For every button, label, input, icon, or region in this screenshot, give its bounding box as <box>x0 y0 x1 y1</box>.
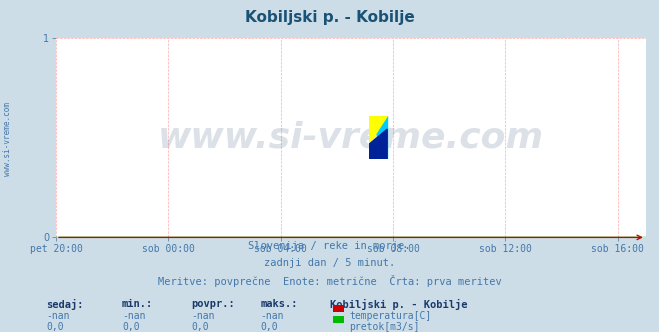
Text: sedaj:: sedaj: <box>46 299 84 310</box>
Text: zadnji dan / 5 minut.: zadnji dan / 5 minut. <box>264 258 395 268</box>
Text: 0,0: 0,0 <box>122 322 140 332</box>
Text: pretok[m3/s]: pretok[m3/s] <box>349 322 420 332</box>
Text: -nan: -nan <box>260 311 284 321</box>
Text: www.si-vreme.com: www.si-vreme.com <box>158 121 544 155</box>
Text: Kobiljski p. - Kobilje: Kobiljski p. - Kobilje <box>330 299 467 310</box>
Text: -nan: -nan <box>122 311 146 321</box>
Text: Slovenija / reke in morje.: Slovenija / reke in morje. <box>248 241 411 251</box>
Text: temperatura[C]: temperatura[C] <box>349 311 432 321</box>
Text: -nan: -nan <box>191 311 215 321</box>
Text: 0,0: 0,0 <box>46 322 64 332</box>
Text: -nan: -nan <box>46 311 70 321</box>
Text: Kobiljski p. - Kobilje: Kobiljski p. - Kobilje <box>244 10 415 25</box>
Text: Meritve: povprečne  Enote: metrične  Črta: prva meritev: Meritve: povprečne Enote: metrične Črta:… <box>158 275 501 287</box>
Text: min.:: min.: <box>122 299 153 309</box>
Polygon shape <box>369 116 387 144</box>
Text: 0,0: 0,0 <box>191 322 209 332</box>
Polygon shape <box>369 116 387 159</box>
Polygon shape <box>369 129 387 159</box>
Text: www.si-vreme.com: www.si-vreme.com <box>3 103 13 176</box>
Text: povpr.:: povpr.: <box>191 299 235 309</box>
Text: 0,0: 0,0 <box>260 322 278 332</box>
Text: maks.:: maks.: <box>260 299 298 309</box>
